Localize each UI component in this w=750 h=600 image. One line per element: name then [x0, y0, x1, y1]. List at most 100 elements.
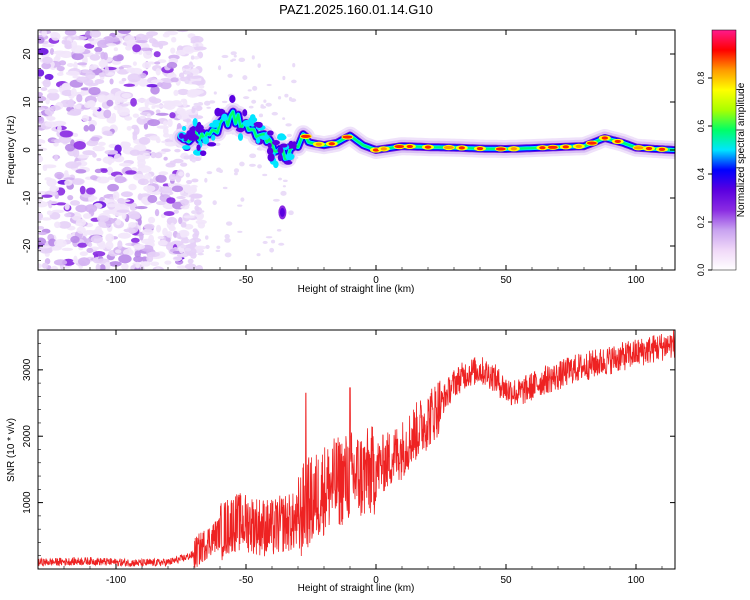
spectrogram-x-tick-label: 100	[628, 275, 645, 286]
noise-speck	[233, 168, 240, 173]
noise-speck	[157, 235, 165, 240]
noise-speck	[164, 260, 172, 265]
noise-speck	[54, 171, 64, 179]
noise-speck	[156, 125, 169, 129]
track-blotch	[192, 135, 200, 141]
noise-speck	[79, 185, 86, 195]
track-blotch	[189, 126, 197, 132]
noise-speck	[163, 156, 168, 161]
noise-speck	[130, 237, 140, 243]
noise-speck	[150, 85, 160, 95]
noise-speck	[183, 186, 193, 193]
noise-speck	[192, 46, 207, 51]
track-hotspot-core	[342, 135, 353, 139]
track-blotch	[211, 134, 216, 141]
noise-speck	[169, 160, 177, 166]
spectrogram-x-tick-label: 50	[500, 275, 512, 286]
noise-speck	[117, 240, 123, 250]
noise-speck	[113, 153, 122, 162]
noise-speck	[67, 194, 74, 201]
noise-speck	[72, 133, 79, 138]
noise-speck	[174, 148, 181, 153]
noise-speck	[146, 83, 158, 88]
noise-speck	[137, 193, 143, 201]
noise-speck	[65, 161, 80, 169]
track-hotspot-core	[586, 141, 597, 145]
noise-speck	[225, 221, 233, 226]
noise-speck	[224, 237, 231, 243]
noise-speck	[142, 62, 151, 69]
noise-speck	[58, 85, 65, 93]
noise-speck	[38, 69, 45, 77]
noise-speck	[106, 99, 114, 107]
noise-speck	[54, 154, 59, 162]
noise-speck	[117, 30, 132, 34]
noise-speck	[75, 169, 87, 174]
noise-speck	[94, 79, 105, 84]
noise-speck	[278, 177, 282, 181]
noise-speck	[44, 121, 58, 128]
track-blotch	[253, 121, 263, 127]
noise-speck	[251, 55, 255, 60]
noise-speck	[182, 46, 195, 54]
noise-speck	[105, 209, 113, 214]
track-blotch	[207, 142, 217, 147]
noise-speck	[191, 178, 199, 183]
snr-x-tick-label: -50	[239, 575, 254, 586]
noise-speck	[38, 231, 47, 236]
noise-speck	[155, 267, 161, 270]
noise-speck	[176, 265, 188, 269]
noise-speck	[266, 83, 272, 87]
noise-speck	[71, 52, 84, 61]
noise-speck	[137, 98, 147, 103]
noise-speck	[44, 73, 54, 81]
track-hotspot-core	[539, 146, 546, 150]
noise-speck	[154, 152, 163, 159]
noise-speck	[193, 56, 200, 60]
noise-speck	[94, 168, 103, 174]
noise-speck	[176, 195, 186, 200]
track-blotch	[202, 136, 210, 145]
noise-speck	[84, 43, 95, 49]
noise-speck	[184, 223, 194, 230]
noise-speck	[38, 237, 47, 246]
noise-speck	[46, 116, 56, 121]
noise-speck	[45, 97, 50, 105]
noise-speck	[184, 71, 192, 75]
noise-speck	[117, 198, 125, 204]
noise-speck	[282, 179, 288, 183]
noise-speck	[142, 152, 151, 159]
noise-speck	[113, 105, 123, 111]
noise-speck	[132, 61, 137, 66]
noise-speck	[127, 73, 141, 83]
track-blotch	[237, 133, 244, 141]
noise-speck	[154, 61, 161, 65]
noise-speck	[166, 61, 178, 69]
noise-speck	[284, 93, 289, 98]
track-hotspot-core	[394, 144, 405, 149]
noise-speck	[71, 40, 78, 50]
noise-speck	[173, 89, 179, 97]
noise-speck	[130, 97, 137, 107]
noise-speck	[212, 200, 217, 206]
noise-speck	[180, 98, 187, 104]
track-hotspot-core	[495, 147, 506, 151]
spectrogram-y-tick-label: -20	[22, 238, 33, 253]
noise-speck	[234, 172, 238, 176]
noise-speck	[120, 191, 132, 197]
noise-speck	[239, 161, 245, 167]
noise-speck	[181, 193, 188, 196]
noise-speck	[41, 262, 49, 269]
noise-speck	[184, 263, 197, 270]
noise-speck	[112, 55, 124, 62]
noise-speck	[76, 76, 90, 83]
noise-speck	[58, 221, 72, 229]
track-blotch	[182, 134, 191, 140]
noise-speck	[81, 114, 90, 122]
noise-speck	[42, 56, 53, 64]
noise-speck	[177, 88, 190, 96]
noise-speck	[144, 99, 149, 108]
noise-speck	[113, 47, 118, 52]
noise-speck	[139, 47, 153, 52]
track-blotch	[229, 95, 236, 103]
